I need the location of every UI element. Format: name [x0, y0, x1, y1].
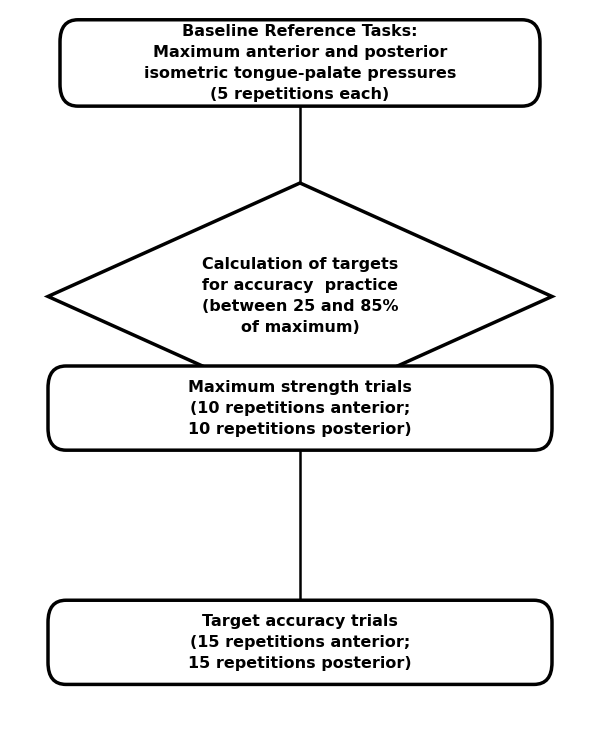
Text: Target accuracy trials
(15 repetitions anterior;
15 repetitions posterior): Target accuracy trials (15 repetitions a…	[188, 614, 412, 671]
Polygon shape	[48, 183, 552, 410]
Text: Maximum strength trials
(10 repetitions anterior;
10 repetitions posterior): Maximum strength trials (10 repetitions …	[188, 380, 412, 436]
FancyBboxPatch shape	[48, 366, 552, 450]
Text: Calculation of targets
for accuracy  practice
(between 25 and 85%
of maximum): Calculation of targets for accuracy prac…	[202, 258, 398, 335]
Text: Baseline Reference Tasks:
Maximum anterior and posterior
isometric tongue-palate: Baseline Reference Tasks: Maximum anteri…	[144, 24, 456, 102]
FancyBboxPatch shape	[60, 20, 540, 106]
FancyBboxPatch shape	[48, 600, 552, 684]
